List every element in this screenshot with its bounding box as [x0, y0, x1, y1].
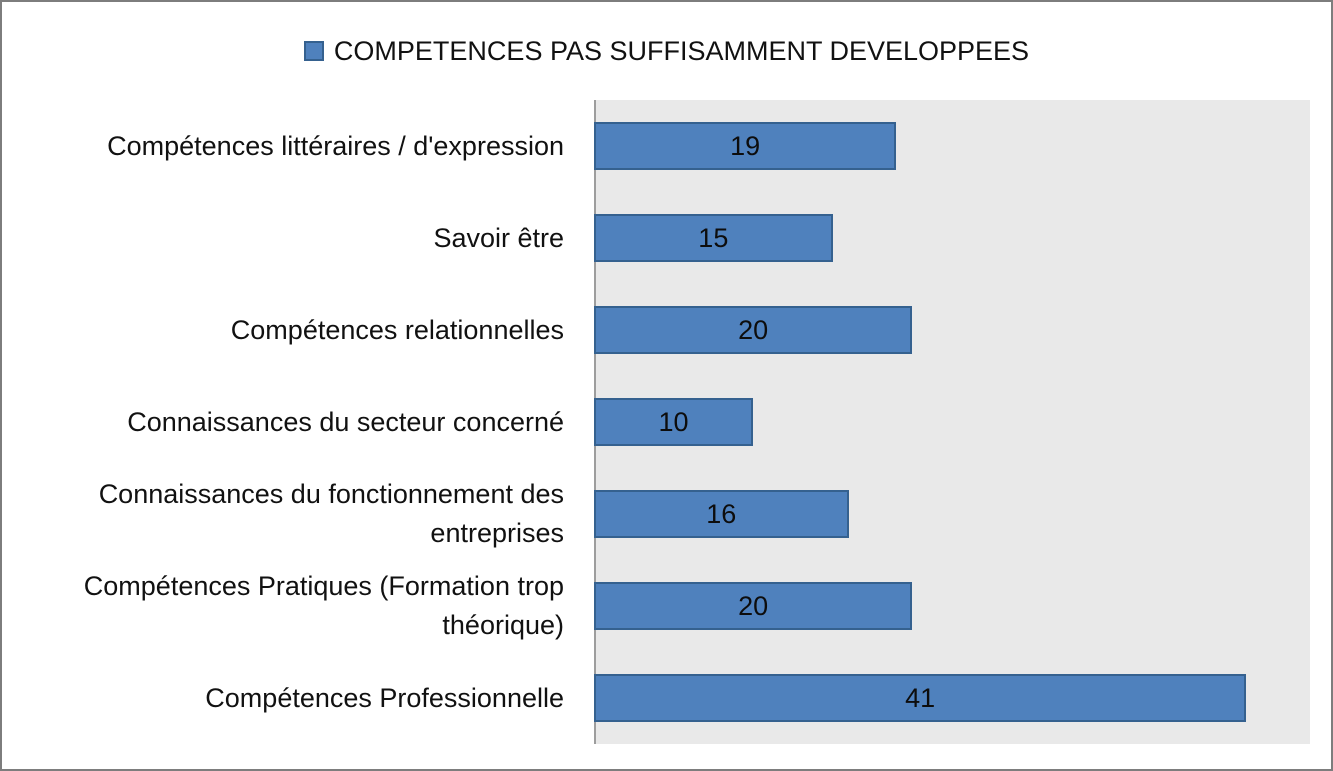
bar-row: Connaissances du secteur concerné 10 [2, 376, 1310, 468]
bar-track: 20 [594, 284, 1310, 376]
category-label: Compétences relationnelles [230, 314, 564, 345]
category-label: Compétences littéraires / d'expression [107, 130, 564, 161]
category-label: Connaissances du secteur concerné [127, 406, 564, 437]
bar: 19 [594, 122, 897, 170]
bar-track: 15 [594, 192, 1310, 284]
bar-chart-rows: Compétences littéraires / d'expression 19… [2, 100, 1310, 744]
bar-value-label: 20 [738, 314, 769, 345]
legend-square-marker-icon [303, 41, 324, 61]
bar-row: Compétences relationnelles 20 [2, 284, 1310, 376]
bar: 16 [594, 490, 849, 538]
bar-track: 20 [594, 560, 1310, 652]
category-label: Compétences Professionnelle [205, 682, 564, 713]
bar: 20 [594, 306, 913, 354]
category-label: Savoir être [433, 222, 564, 253]
bar-value-label: 41 [905, 682, 936, 713]
bar-value-label: 16 [706, 498, 737, 529]
chart-legend: COMPETENCES PAS SUFFISAMMENT DEVELOPPEES [2, 28, 1331, 74]
bar-row: Compétences Pratiques (Formation trop th… [2, 560, 1310, 652]
bar: 10 [594, 398, 754, 446]
bar: 15 [594, 214, 833, 262]
bar: 20 [594, 582, 913, 630]
bar-row: Compétences Professionnelle 41 [2, 652, 1310, 744]
bar-row: Connaissances du fonctionnement des entr… [2, 468, 1310, 560]
bar-row: Compétences littéraires / d'expression 19 [2, 100, 1310, 192]
bar-track: 41 [594, 652, 1310, 744]
bar-value-label: 19 [730, 130, 761, 161]
bar-row: Savoir être 15 [2, 192, 1310, 284]
bar-track: 10 [594, 376, 1310, 468]
category-label: Connaissances du fonctionnement des entr… [98, 479, 564, 548]
bar-track: 16 [594, 468, 1310, 560]
category-label: Compétences Pratiques (Formation trop th… [83, 571, 564, 640]
bar-value-label: 15 [698, 222, 729, 253]
bar-value-label: 20 [738, 590, 769, 621]
bar-track: 19 [594, 100, 1310, 192]
bar-value-label: 10 [658, 406, 689, 437]
legend-label: COMPETENCES PAS SUFFISAMMENT DEVELOPPEES [333, 35, 1030, 66]
bar: 41 [594, 674, 1247, 722]
